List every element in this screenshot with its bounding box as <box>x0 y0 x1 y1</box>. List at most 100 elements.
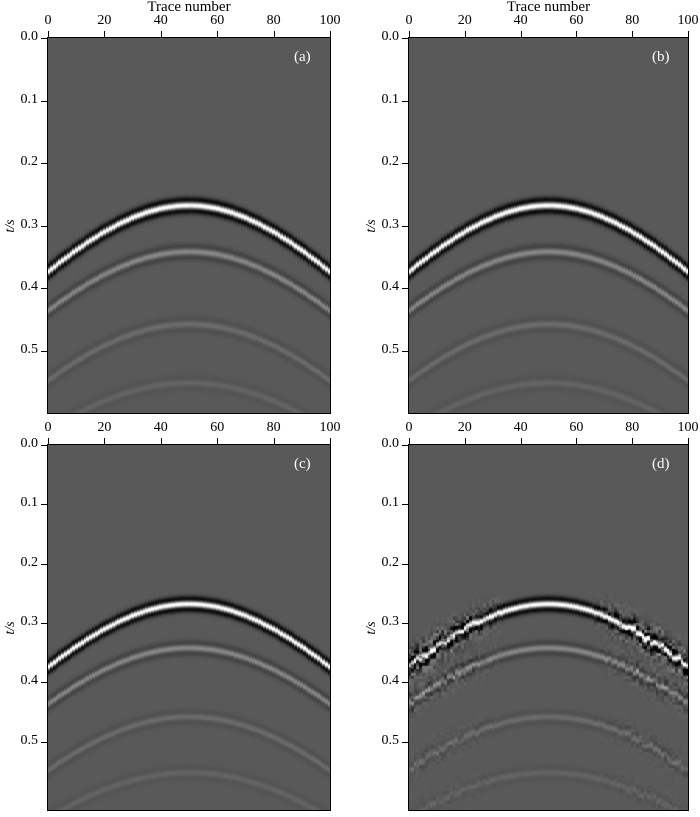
seismic-image-d <box>408 444 689 811</box>
y-tick-label: 0.4 <box>381 673 400 689</box>
y-tick-mark <box>41 225 47 227</box>
y-tick-label: 0.0 <box>381 29 400 44</box>
y-axis-title-b: t/s <box>364 218 379 233</box>
y-tick-mark <box>402 288 408 289</box>
y-axis-title-c: t/s <box>3 620 18 635</box>
x-tick-mark <box>160 31 162 37</box>
y-tick-label: 0.0 <box>20 29 39 44</box>
x-tick-mark <box>576 438 578 444</box>
y-tick-mark <box>41 682 47 684</box>
y-tick-mark <box>41 741 47 743</box>
y-tick-label: 0.3 <box>381 216 400 232</box>
y-tick-mark <box>402 445 408 446</box>
seismic-image-c <box>47 444 331 811</box>
x-tick-label: 20 <box>97 420 112 435</box>
panel-label-b: (b) <box>652 49 670 65</box>
x-tick-mark <box>520 31 522 37</box>
x-tick-mark <box>632 31 634 37</box>
x-tick-label: 20 <box>457 420 472 435</box>
y-tick-label: 0.5 <box>20 341 39 357</box>
x-tick-label: 0 <box>44 420 52 435</box>
x-tick-mark <box>273 31 275 37</box>
y-tick-label: 0.5 <box>20 732 39 748</box>
x-tick-label: 100 <box>677 420 699 435</box>
x-tick-mark <box>104 438 106 444</box>
x-tick-label: 0 <box>405 13 413 28</box>
y-tick-label: 0.5 <box>381 732 400 748</box>
y-tick-mark <box>402 163 408 164</box>
y-tick-mark <box>402 100 408 102</box>
x-tick-label: 0 <box>405 420 413 435</box>
x-tick-label: 80 <box>266 13 281 28</box>
x-tick-label: 40 <box>513 13 528 28</box>
y-tick-label: 0.2 <box>20 154 39 169</box>
x-tick-label: 20 <box>457 13 472 28</box>
x-tick-label: 100 <box>319 420 341 435</box>
x-axis-title-a: Trace number <box>147 0 231 15</box>
x-tick-mark <box>520 438 522 444</box>
y-tick-label: 0.2 <box>20 554 39 570</box>
y-tick-mark <box>402 225 408 227</box>
y-tick-label: 0.4 <box>381 279 400 294</box>
x-tick-mark <box>409 31 410 37</box>
x-tick-label: 100 <box>677 13 699 28</box>
x-tick-mark <box>409 438 410 444</box>
x-tick-mark <box>330 31 331 37</box>
y-tick-mark <box>41 350 47 352</box>
panel-label-a: (a) <box>294 49 311 65</box>
y-tick-mark <box>402 682 408 684</box>
x-tick-mark <box>217 438 219 444</box>
x-tick-label: 60 <box>569 420 584 435</box>
x-tick-label: 80 <box>625 13 640 28</box>
y-tick-label: 0.1 <box>20 495 39 511</box>
y-tick-label: 0.3 <box>381 614 400 630</box>
x-tick-label: 60 <box>210 13 225 28</box>
panel-label-d: (d) <box>652 456 670 472</box>
x-tick-mark <box>688 31 689 37</box>
y-tick-label: 0.5 <box>381 341 400 357</box>
y-tick-label: 0.2 <box>381 554 400 570</box>
panel-label-c: (c) <box>294 456 311 472</box>
y-axis-title-a: t/s <box>3 218 18 233</box>
x-tick-mark <box>48 438 49 444</box>
x-tick-mark <box>576 31 578 37</box>
y-tick-label: 0.3 <box>20 216 39 232</box>
x-tick-label: 20 <box>97 13 112 28</box>
y-tick-mark <box>402 623 408 625</box>
x-tick-mark <box>688 438 689 444</box>
x-tick-label: 40 <box>153 13 168 28</box>
x-tick-mark <box>464 438 466 444</box>
y-tick-mark <box>402 504 408 506</box>
x-tick-mark <box>330 438 331 444</box>
y-tick-mark <box>41 163 47 164</box>
x-axis-title-b: Trace number <box>506 0 591 15</box>
y-tick-mark <box>402 350 408 352</box>
y-tick-mark <box>41 504 47 506</box>
y-tick-mark <box>41 38 47 39</box>
x-tick-label: 40 <box>513 420 528 435</box>
x-tick-label: 80 <box>625 420 640 435</box>
y-tick-mark <box>41 445 47 446</box>
y-tick-mark <box>402 741 408 743</box>
y-tick-label: 0.1 <box>20 91 39 107</box>
x-tick-label: 60 <box>210 420 225 435</box>
x-tick-label: 100 <box>319 13 341 28</box>
y-tick-mark <box>41 288 47 289</box>
y-tick-mark <box>41 563 47 565</box>
y-tick-label: 0.4 <box>20 279 39 294</box>
x-tick-label: 80 <box>266 420 281 435</box>
y-tick-mark <box>402 563 408 565</box>
x-tick-mark <box>273 438 275 444</box>
y-tick-label: 0.3 <box>20 614 39 630</box>
y-tick-mark <box>41 100 47 102</box>
x-tick-mark <box>217 31 219 37</box>
x-tick-label: 60 <box>569 13 584 28</box>
y-tick-label: 0.4 <box>20 673 39 689</box>
x-tick-mark <box>464 31 466 37</box>
x-tick-mark <box>48 31 49 37</box>
y-tick-label: 0.0 <box>381 436 400 451</box>
seismic-image-a <box>47 37 331 414</box>
y-tick-label: 0.1 <box>381 91 400 107</box>
x-tick-mark <box>632 438 634 444</box>
